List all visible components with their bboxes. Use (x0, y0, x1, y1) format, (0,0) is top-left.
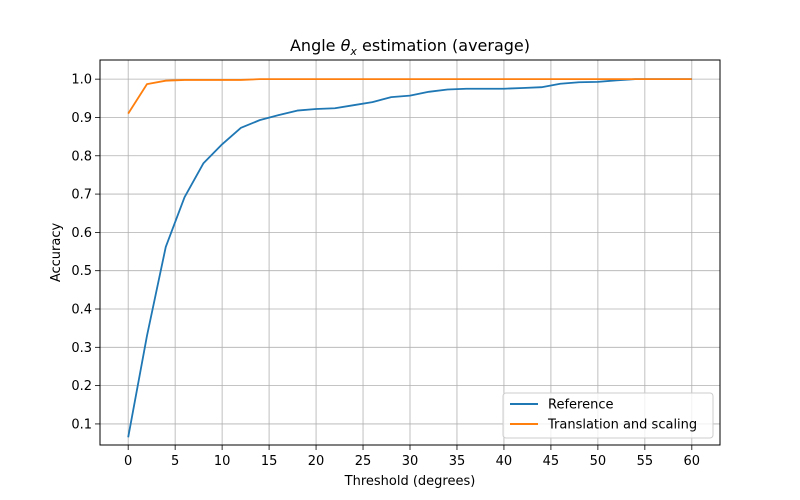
x-tick-label: 50 (590, 454, 607, 469)
chart-title: Angle θx estimation (average) (290, 36, 530, 58)
x-tick-label: 35 (449, 454, 466, 469)
x-tick-label: 55 (637, 454, 654, 469)
x-tick-label: 10 (214, 454, 231, 469)
grid (100, 60, 720, 445)
y-tick-label: 0.6 (71, 226, 92, 241)
y-axis-ticks: 0.1 0.2 0.3 0.4 0.5 0.6 0.7 0.8 0.9 1.0 (71, 73, 100, 432)
y-tick-label: 0.7 (71, 188, 92, 203)
y-tick-label: 0.4 (71, 303, 92, 318)
x-tick-label: 25 (355, 454, 372, 469)
chart-title-subscript: x (349, 45, 357, 58)
y-tick-label: 0.2 (71, 379, 92, 394)
x-axis-ticks: 0 5 10 15 20 25 30 35 40 45 50 55 60 (124, 445, 700, 469)
x-tick-label: 20 (308, 454, 325, 469)
y-axis-label: Accuracy (49, 223, 64, 283)
x-tick-label: 45 (543, 454, 560, 469)
y-tick-label: 0.5 (71, 264, 92, 279)
legend-label-translation-scaling: Translation and scaling (547, 418, 697, 433)
x-tick-label: 60 (684, 454, 701, 469)
y-tick-label: 0.3 (71, 341, 92, 356)
y-tick-label: 0.9 (71, 111, 92, 126)
chart-title-symbol: θ (341, 36, 351, 55)
y-tick-label: 0.8 (71, 149, 92, 164)
x-tick-label: 5 (171, 454, 179, 469)
legend: Reference Translation and scaling (502, 392, 714, 439)
x-tick-label: 30 (402, 454, 419, 469)
series-lines (127, 78, 692, 438)
y-tick-label: 1.0 (71, 73, 92, 88)
x-tick-label: 40 (496, 454, 513, 469)
chart-title-prefix: Angle (290, 36, 341, 55)
chart-title-suffix: estimation (average) (357, 36, 530, 55)
series-line-0 (127, 78, 692, 438)
legend-label-reference: Reference (548, 398, 613, 413)
x-tick-label: 0 (124, 454, 132, 469)
y-tick-label: 0.1 (71, 417, 92, 432)
series-line-1 (127, 78, 692, 115)
x-axis-label: Threshold (degrees) (344, 474, 476, 489)
legend-box (502, 392, 714, 439)
x-tick-label: 15 (261, 454, 278, 469)
